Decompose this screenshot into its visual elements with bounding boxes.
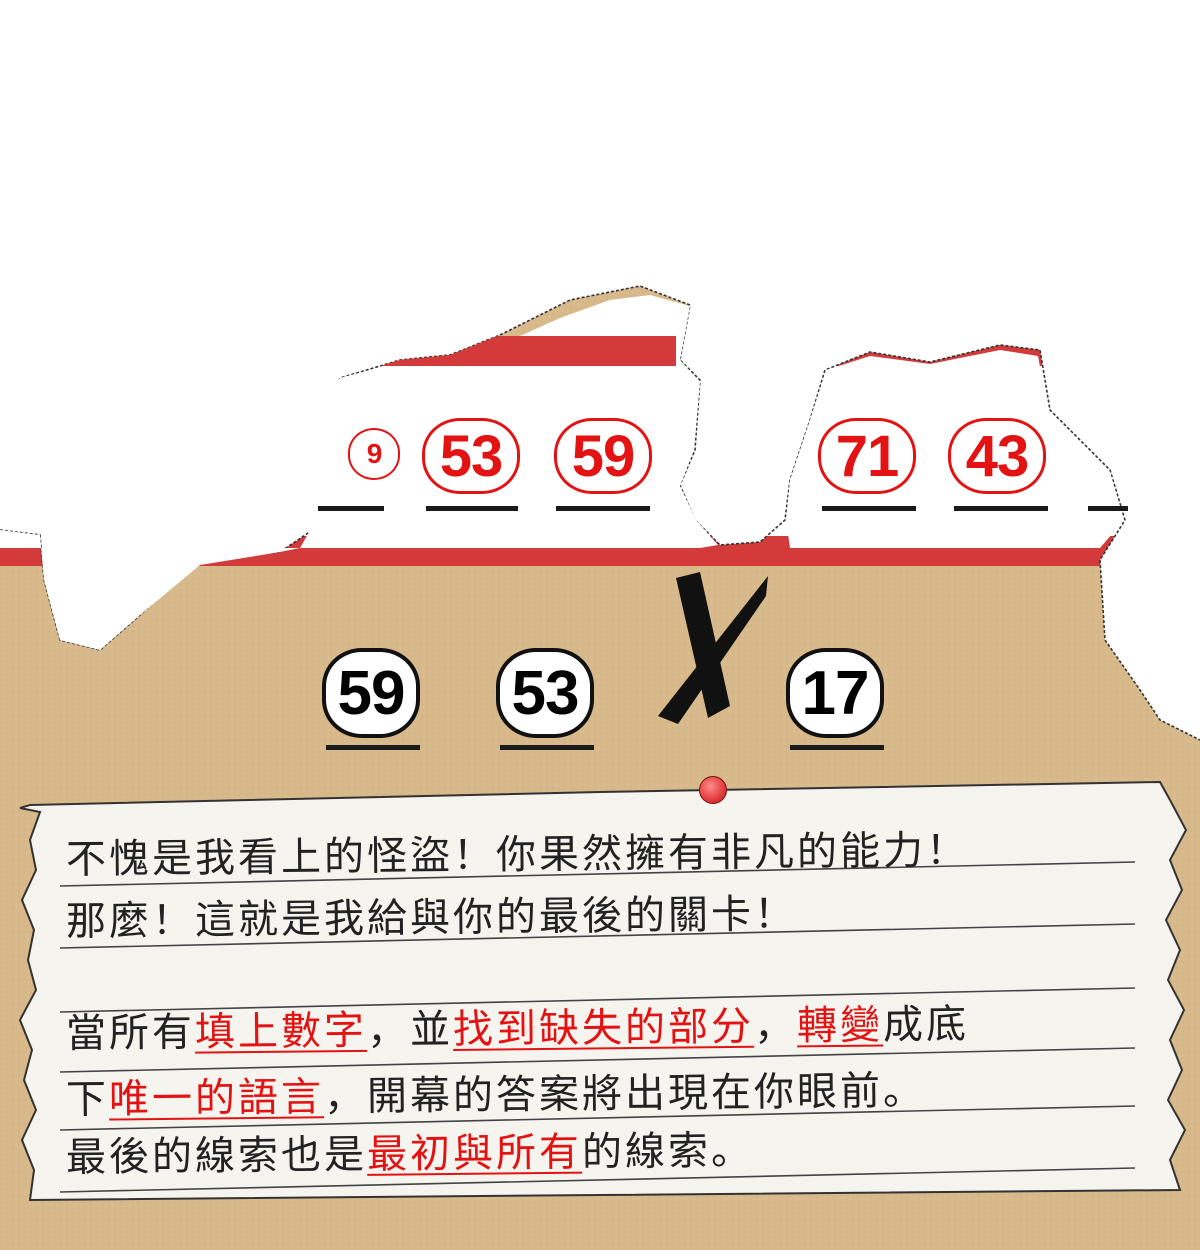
answer-slot-line	[500, 745, 594, 750]
puzzle-token-top-4[interactable]: 71	[818, 418, 916, 494]
answer-slot-line	[556, 506, 650, 511]
answer-slot-line	[822, 506, 916, 511]
note-line-5: 最後的線索也是最初與所有的線索。	[66, 1127, 754, 1182]
puzzle-token-top-2[interactable]: 53	[422, 418, 520, 494]
note-text: ，開幕的答案將出現在你眼前。	[323, 1067, 927, 1121]
pushpin-icon	[699, 776, 727, 804]
answer-slot-line	[426, 506, 518, 511]
puzzle-token-top-5[interactable]: 43	[948, 418, 1046, 494]
note-highlight: 找到缺失的部分	[452, 1003, 755, 1053]
answer-slot-line	[954, 506, 1048, 511]
note-highlight: 填上數字	[194, 1007, 368, 1056]
answer-slot-line	[790, 745, 884, 750]
puzzle-token-bottom-3[interactable]: 17	[786, 648, 884, 738]
answer-slot-line	[318, 506, 384, 511]
note-highlight: 最初與所有	[366, 1129, 583, 1178]
answer-slot-line	[1088, 506, 1128, 511]
note-line-1: 不愧是我看上的怪盜！你果然擁有非凡的能力！	[65, 827, 970, 883]
note-highlight: 唯一的語言	[108, 1074, 325, 1123]
note-line-3: 當所有填上數字，並找到缺失的部分，轉變成底	[66, 1001, 969, 1058]
note-line-2: 那麼！這就是我給與你的最後的關卡！	[65, 891, 798, 945]
note-highlight: 轉變	[796, 1002, 884, 1050]
note-text: 最後的線索也是	[65, 1131, 368, 1181]
note-text: 當所有	[65, 1009, 196, 1057]
note-line-4: 下唯一的語言，開幕的答案將出現在你眼前。	[66, 1067, 926, 1124]
note-text: 的線索。	[581, 1127, 755, 1176]
puzzle-token-bottom-2[interactable]: 53	[496, 648, 594, 738]
puzzle-token-bottom-1[interactable]: 59	[322, 648, 420, 738]
note-text: 成底	[882, 1001, 970, 1049]
note-text: 下	[65, 1076, 110, 1123]
puzzle-token-top-3[interactable]: 59	[554, 418, 652, 494]
answer-slot-line	[326, 745, 420, 750]
note-text: ，並	[366, 1006, 454, 1054]
puzzle-token-top-1[interactable]: 9	[348, 428, 400, 480]
note-text: ，	[753, 1003, 798, 1050]
x-mark-icon	[658, 572, 768, 724]
